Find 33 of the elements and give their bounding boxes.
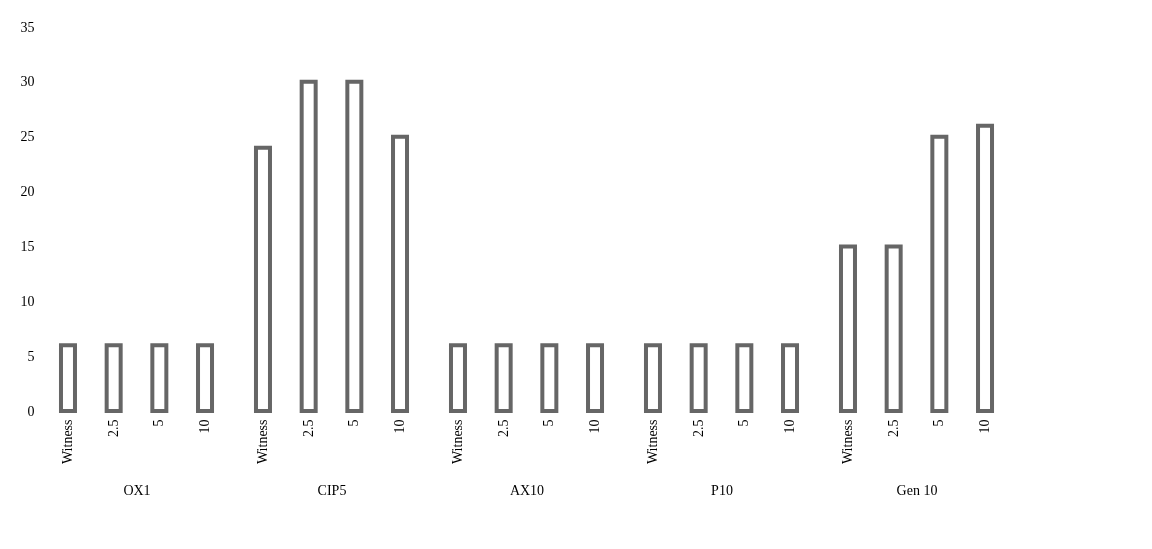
x-axis-title: CIP5	[317, 483, 347, 499]
x-tick-label: Witness	[839, 419, 855, 465]
y-tick-label: 15	[20, 238, 35, 254]
x-tick-label: 2.5	[495, 419, 511, 437]
x-tick-label: 10	[197, 419, 213, 434]
x-tick-label: Witness	[59, 419, 75, 465]
y-tick-label: 30	[20, 74, 35, 90]
x-tick-label: 10	[392, 419, 408, 434]
x-tick-label: Witness	[449, 419, 465, 465]
x-tick-label: 10	[977, 419, 993, 434]
x-axis-title: OX1	[123, 483, 151, 499]
y-tick-label: 25	[20, 129, 35, 145]
x-axis-title: P10	[711, 483, 733, 499]
y-tick-label: 35	[20, 19, 35, 35]
x-tick-label: Witness	[254, 419, 270, 465]
y-tick-label: 0	[27, 403, 35, 419]
x-tick-label: 5	[931, 419, 947, 427]
x-tick-label: 5	[151, 419, 167, 427]
y-tick-label: 5	[27, 348, 35, 364]
y-tick-label: 20	[20, 184, 35, 200]
x-tick-label: 10	[782, 419, 798, 434]
x-tick-label: Witness	[644, 419, 660, 465]
x-tick-label: 5	[346, 419, 362, 427]
x-tick-label: 2.5	[105, 419, 121, 437]
x-tick-label: 5	[736, 419, 752, 427]
x-tick-label: 2.5	[690, 419, 706, 437]
x-axis-title: AX10	[509, 483, 545, 499]
x-tick-label: 10	[587, 419, 603, 434]
x-tick-label: 2.5	[300, 419, 316, 437]
y-tick-label: 10	[20, 293, 35, 309]
x-tick-label: 5	[541, 419, 557, 427]
x-axis-title: Gen 10	[896, 483, 938, 499]
x-tick-label: 2.5	[885, 419, 901, 437]
